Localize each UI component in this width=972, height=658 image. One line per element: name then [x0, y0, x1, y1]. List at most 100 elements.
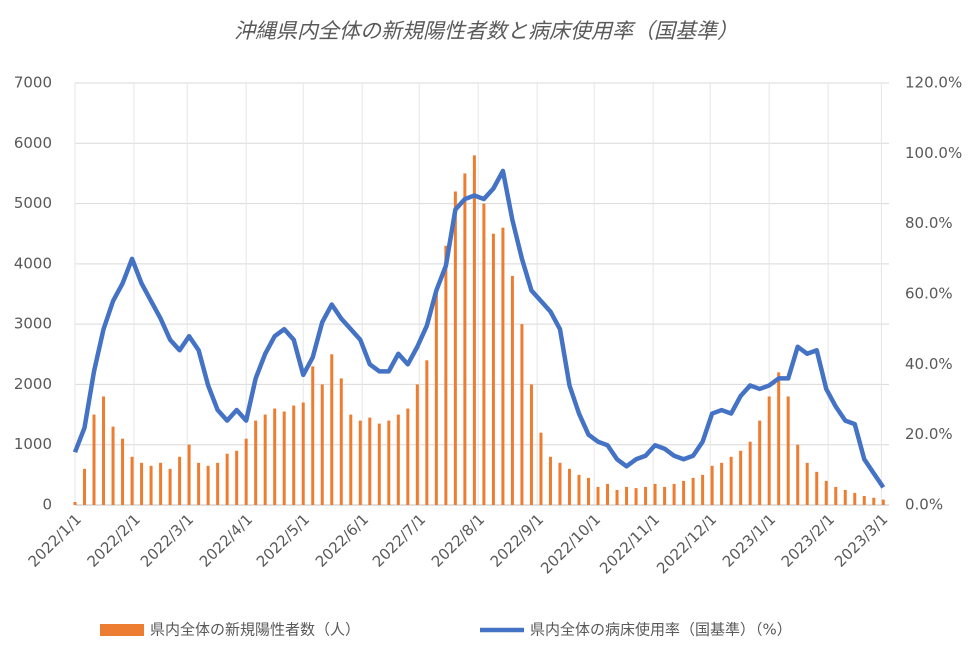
- bar: [282, 411, 286, 505]
- line: [72, 168, 886, 489]
- bar: [339, 378, 343, 505]
- bar: [691, 477, 695, 505]
- x-tick-label: 2022/3/1: [137, 510, 197, 570]
- bar: [111, 426, 115, 505]
- bar: [140, 462, 144, 505]
- x-tick-label: 2022/11/1: [596, 510, 663, 577]
- bar: [739, 450, 743, 505]
- bar: [834, 486, 838, 505]
- bar: [472, 155, 476, 506]
- bar: [244, 438, 248, 505]
- bar: [758, 420, 762, 505]
- bar: [596, 486, 600, 505]
- bar: [615, 489, 619, 505]
- y-tick-label: 4000: [14, 254, 52, 272]
- y-tick-label: 2000: [14, 375, 52, 393]
- bar: [178, 456, 182, 505]
- bar: [235, 450, 239, 505]
- bar: [872, 497, 876, 505]
- bar: [520, 324, 524, 505]
- bar: [168, 468, 172, 505]
- y-tick-label: 6000: [14, 134, 52, 152]
- bar: [491, 233, 495, 505]
- bar: [815, 471, 819, 505]
- legend-label: 県内全体の新規陽性者数（人）: [150, 621, 360, 639]
- bar: [510, 275, 514, 505]
- bar: [501, 227, 505, 505]
- bar: [311, 366, 315, 505]
- bar: [862, 495, 866, 505]
- x-tick-label: 2022/7/1: [369, 510, 429, 570]
- bar: [396, 414, 400, 505]
- bar: [273, 408, 277, 505]
- x-tick-label: 2022/9/1: [487, 510, 547, 570]
- bar: [796, 444, 800, 505]
- bar: [539, 432, 543, 505]
- x-tick-label: 2023/2/1: [778, 510, 838, 570]
- bar: [663, 486, 667, 505]
- bar: [225, 453, 229, 505]
- bar: [701, 474, 705, 505]
- bar: [824, 480, 828, 505]
- bar: [130, 456, 134, 505]
- y2-tick-label: 60.0%: [905, 285, 953, 303]
- bar: [263, 414, 267, 505]
- bar: [121, 438, 125, 505]
- bar: [406, 408, 410, 505]
- x-tick-label: 2023/3/1: [831, 510, 891, 570]
- bar: [301, 402, 305, 505]
- bar: [292, 405, 296, 505]
- bar: [425, 360, 429, 505]
- bar: [159, 462, 163, 505]
- bar: [320, 384, 324, 505]
- x-tick-label: 2023/1/1: [719, 510, 779, 570]
- legend-label: 県内全体の病床使用率（国基準）（%）: [530, 621, 792, 639]
- y2-tick-label: 20.0%: [905, 425, 953, 443]
- y2-tick-label: 0.0%: [905, 496, 943, 514]
- bar: [368, 417, 372, 505]
- bar: [453, 191, 457, 505]
- bar: [330, 354, 334, 505]
- bar: [748, 441, 752, 505]
- bar: [786, 396, 790, 505]
- bar: [187, 444, 191, 505]
- bar: [197, 462, 201, 505]
- y2-tick-label: 120.0%: [905, 74, 962, 92]
- x-tick-label: 2022/1/1: [25, 510, 85, 570]
- bar: [358, 420, 362, 505]
- chart-title: 沖縄県内全体の新規陽性者数と病床使用率（国基準）: [234, 19, 738, 43]
- x-tick-label: 2022/2/1: [84, 510, 144, 570]
- bar: [777, 372, 781, 505]
- bar: [587, 477, 591, 505]
- bar: [102, 396, 106, 505]
- bar: [482, 203, 486, 506]
- x-tick-label: 2022/10/1: [537, 510, 604, 577]
- bar: [843, 489, 847, 505]
- y-tick-label: 0: [42, 496, 52, 514]
- bar: [548, 456, 552, 505]
- bar: [349, 414, 353, 505]
- bar: [710, 465, 714, 505]
- bar: [73, 501, 77, 505]
- bar: [653, 483, 657, 505]
- bar: [634, 488, 638, 505]
- bar: [853, 492, 857, 505]
- bar: [729, 456, 733, 505]
- y-tick-label: 1000: [14, 435, 52, 453]
- x-tick-label: 2022/4/1: [196, 510, 256, 570]
- y-tick-label: 7000: [14, 74, 52, 92]
- bar: [577, 474, 581, 505]
- bar: [644, 486, 648, 505]
- bar: [377, 423, 381, 505]
- bar: [625, 486, 629, 505]
- bar: [567, 468, 571, 505]
- bar: [529, 384, 533, 505]
- y2-tick-label: 40.0%: [905, 355, 953, 373]
- bar: [767, 396, 771, 505]
- bar: [254, 420, 258, 505]
- bar: [720, 462, 724, 505]
- bar: [206, 465, 210, 505]
- bar: [216, 462, 220, 505]
- bar: [149, 465, 153, 505]
